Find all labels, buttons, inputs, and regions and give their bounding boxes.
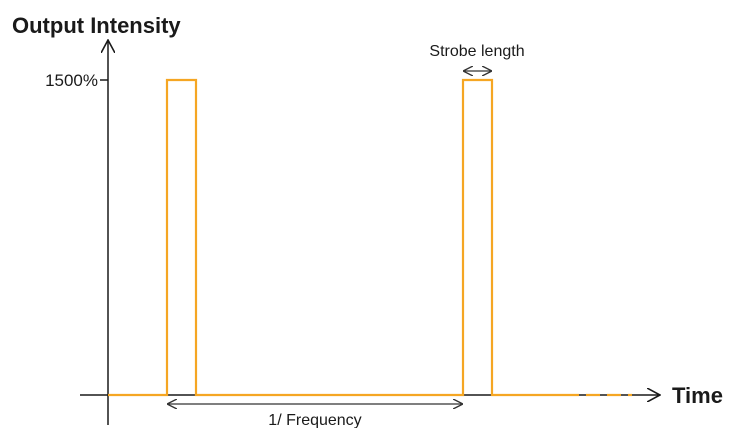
period-label: 1/ Frequency [268,412,361,428]
diagram-title: Output Intensity [12,13,181,38]
strobe-length-label: Strobe length [429,43,524,60]
pulse-waveform [108,78,565,397]
x-axis-label: Time [672,383,723,408]
y-tick-label: 1500% [45,71,98,90]
